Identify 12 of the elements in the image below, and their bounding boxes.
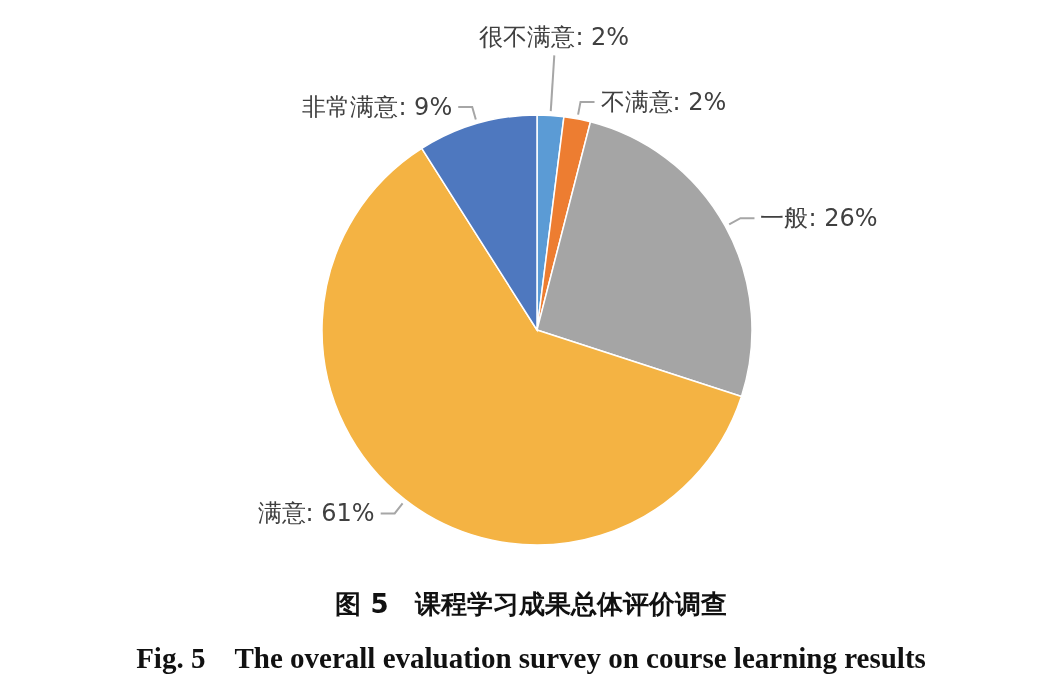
data-label: : 26% <box>808 204 878 233</box>
slice-label: 一般 <box>760 204 809 233</box>
slice-label: 满意 <box>257 499 306 528</box>
slice-label: 非常满意 <box>302 93 399 122</box>
data-label: : 9% <box>398 93 453 122</box>
text: 图 5 课程学习成果总体评价调查 <box>335 589 727 619</box>
data-label: : 2% <box>672 87 727 116</box>
slice-label: 不满意 <box>600 87 673 116</box>
data-label: : 2% <box>575 23 630 52</box>
data-label: : 61% <box>305 499 375 528</box>
slice-label: 很不满意 <box>479 23 576 52</box>
text: Fig. 5 The overall evaluation survey on course learning results <box>136 642 926 674</box>
